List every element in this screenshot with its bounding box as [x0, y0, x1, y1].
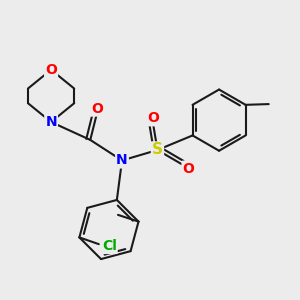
Text: S: S [152, 142, 163, 158]
Text: O: O [91, 102, 103, 116]
Text: Cl: Cl [102, 239, 117, 253]
Text: O: O [182, 162, 194, 176]
Text: O: O [45, 63, 57, 77]
Text: N: N [45, 115, 57, 129]
Text: O: O [147, 111, 159, 125]
Text: N: N [116, 154, 128, 167]
